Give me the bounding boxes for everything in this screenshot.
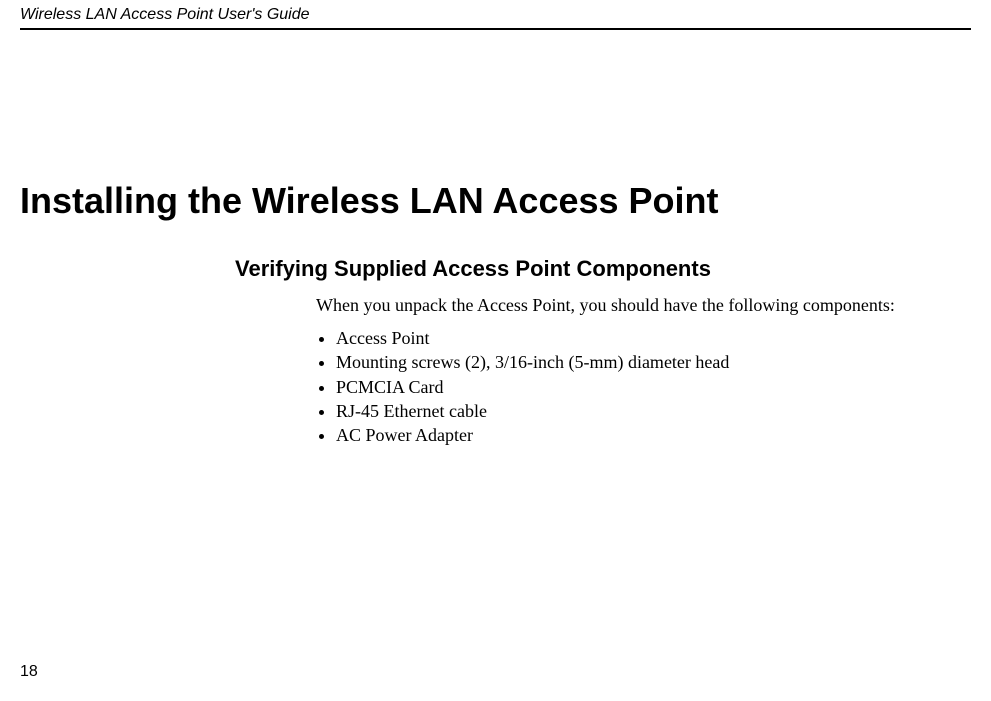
running-header: Wireless LAN Access Point User's Guide bbox=[20, 6, 971, 24]
page-number: 18 bbox=[20, 663, 38, 681]
list-item: PCMCIA Card bbox=[336, 375, 729, 399]
page: Wireless LAN Access Point User's Guide I… bbox=[0, 0, 991, 701]
chapter-title: Installing the Wireless LAN Access Point bbox=[20, 180, 719, 222]
section-heading: Verifying Supplied Access Point Componen… bbox=[235, 256, 711, 282]
header-rule bbox=[20, 28, 971, 30]
list-item: Mounting screws (2), 3/16-inch (5-mm) di… bbox=[336, 350, 729, 374]
section-intro: When you unpack the Access Point, you sh… bbox=[316, 294, 971, 317]
list-item: AC Power Adapter bbox=[336, 423, 729, 447]
component-list: Access Point Mounting screws (2), 3/16-i… bbox=[316, 326, 729, 447]
list-item: Access Point bbox=[336, 326, 729, 350]
list-item: RJ-45 Ethernet cable bbox=[336, 399, 729, 423]
